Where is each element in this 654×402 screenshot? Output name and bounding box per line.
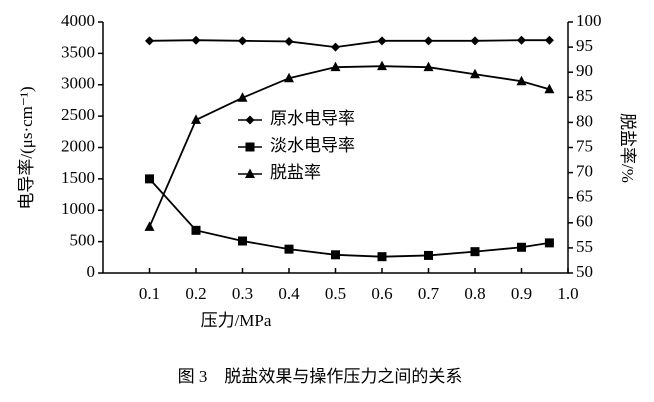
marker (377, 60, 387, 71)
marker (423, 61, 434, 72)
marker (516, 75, 527, 86)
y-tick-label: 3500 (61, 42, 95, 61)
marker (331, 250, 340, 260)
y-tick-label: 4000 (61, 11, 95, 30)
series-line (149, 39, 550, 49)
series-line (148, 178, 550, 258)
marker (330, 61, 341, 72)
marker (238, 36, 247, 46)
marker (284, 244, 294, 254)
marker (470, 68, 480, 79)
x-tick-label: 0.6 (371, 284, 392, 303)
y2-tick-label: 80 (576, 111, 593, 130)
y-tick-label: 1500 (61, 168, 95, 187)
y2-tick-label: 60 (576, 212, 593, 231)
marker (191, 114, 201, 124)
caption: 图 3 脱盐效果与操作压力之间的关系 (178, 367, 463, 386)
marker (544, 238, 554, 248)
y2-tick-label: 50 (576, 262, 593, 281)
marker (377, 252, 387, 262)
y2-tick-label: 90 (576, 61, 593, 80)
y2-tick-label: 95 (576, 36, 593, 55)
y2-tick-label: 65 (576, 187, 593, 206)
marker (331, 42, 340, 52)
legend-label: 脱盐率 (270, 163, 321, 182)
marker (517, 242, 526, 252)
y-tick-label: 2000 (61, 136, 95, 155)
marker (191, 225, 201, 235)
legend-marker (245, 142, 255, 152)
marker (424, 250, 433, 260)
legend-marker (245, 168, 255, 178)
series-line (148, 65, 550, 228)
x-tick-label: 0.4 (278, 284, 300, 303)
y-tick-label: 3000 (61, 74, 95, 93)
x-tick-label: 0.2 (185, 284, 206, 303)
y2-tick-label: 85 (576, 86, 593, 105)
marker (470, 36, 480, 46)
marker (237, 92, 248, 102)
marker (145, 36, 154, 46)
y-tick-label: 1000 (61, 199, 95, 218)
marker (238, 236, 247, 246)
y2-tick-label: 55 (576, 237, 593, 256)
marker (145, 174, 154, 184)
y2-tick-label: 100 (576, 11, 602, 30)
x-tick-label: 0.5 (325, 284, 346, 303)
marker (377, 36, 387, 46)
marker (144, 221, 155, 231)
x-axis-label: 压力/MPa (201, 311, 272, 330)
marker (470, 247, 480, 257)
y2-tick-label: 75 (576, 136, 593, 155)
marker (544, 83, 555, 94)
marker (284, 36, 294, 46)
y2-axis-label: 脱盐率/% (618, 113, 637, 183)
y-tick-label: 500 (70, 231, 96, 250)
y2-tick-label: 70 (576, 162, 593, 181)
x-tick-label: 1.0 (557, 284, 578, 303)
marker (284, 72, 294, 83)
marker (517, 35, 526, 45)
marker (191, 35, 201, 45)
marker (424, 36, 433, 46)
y-tick-label: 2500 (61, 105, 95, 124)
x-tick-label: 0.1 (139, 284, 160, 303)
legend-label: 淡水电导率 (270, 136, 355, 155)
legend-marker (245, 115, 255, 125)
x-tick-label: 0.9 (511, 284, 532, 303)
marker (544, 35, 554, 45)
y-axis-label: 电导率/(μs·cm⁻¹) (17, 86, 36, 209)
y-tick-label: 0 (87, 262, 96, 281)
x-tick-label: 0.7 (418, 284, 440, 303)
x-tick-label: 0.8 (464, 284, 485, 303)
x-tick-label: 0.3 (232, 284, 253, 303)
legend-label: 原水电导率 (270, 109, 355, 128)
